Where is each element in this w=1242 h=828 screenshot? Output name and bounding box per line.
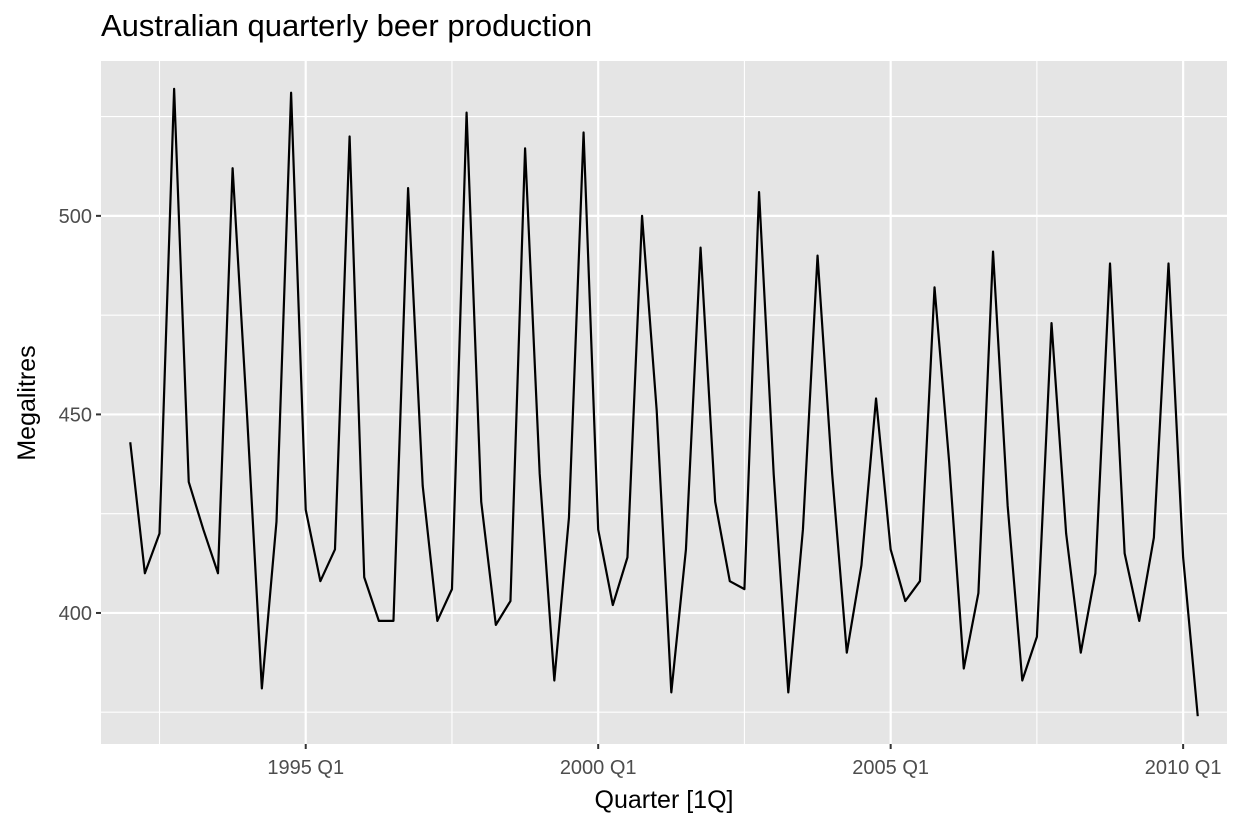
x-tick-label: 2005 Q1 xyxy=(852,757,929,779)
x-axis-title: Quarter [1Q] xyxy=(595,786,734,814)
x-tick-label: 2000 Q1 xyxy=(560,757,637,779)
chart-title: Australian quarterly beer production xyxy=(101,8,593,43)
y-tick-label: 400 xyxy=(59,603,92,625)
y-tick-label: 450 xyxy=(59,404,92,426)
axis-ticks xyxy=(96,214,1185,749)
x-tick-label: 1995 Q1 xyxy=(267,757,344,779)
major-gridlines xyxy=(101,61,1227,744)
y-tick-label: 500 xyxy=(59,206,92,228)
axis-tick-labels: 400 450 500 1995 Q1 2000 Q1 2005 Q1 2010 Q1 xyxy=(59,206,1222,779)
y-axis-title: Megalitres xyxy=(13,345,41,460)
production-line xyxy=(129,87,1199,717)
x-tick-label: 2010 Q1 xyxy=(1145,757,1222,779)
